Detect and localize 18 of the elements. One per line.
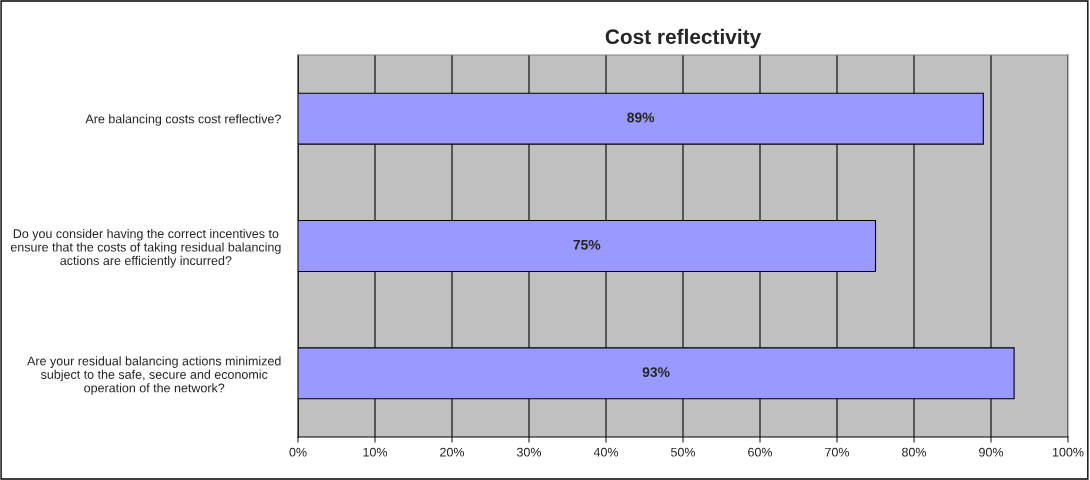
data-label: 89% (627, 112, 655, 123)
x-tick-label: 0% (289, 447, 307, 457)
x-tick-label: 40% (593, 447, 619, 457)
data-label: 93% (642, 367, 670, 378)
x-tick-label: 100% (1052, 447, 1084, 457)
x-tick-label: 70% (825, 447, 850, 457)
y-tick-label: Are your residual balancing actions minimized subject to the safe, secure and economic operation of the network? (27, 356, 281, 395)
y-tick-label: Are balancing costs cost reflective? (85, 114, 281, 126)
x-tick-label: 90% (979, 447, 1004, 457)
x-tick-label: 10% (363, 447, 388, 457)
x-tick-label: 30% (516, 447, 542, 457)
chart-title: Cost reflectivity (605, 28, 762, 49)
y-tick-label: Do you consider having the correct incentives to ensure that the costs of taking residual balancing actions are efficiently incurred? (10, 228, 281, 268)
x-tick-label: 20% (440, 447, 465, 457)
x-tick-label: 80% (902, 447, 927, 457)
data-label: 75% (573, 239, 601, 250)
x-tick-label: 60% (748, 447, 773, 457)
x-tick-label: 50% (670, 447, 696, 457)
